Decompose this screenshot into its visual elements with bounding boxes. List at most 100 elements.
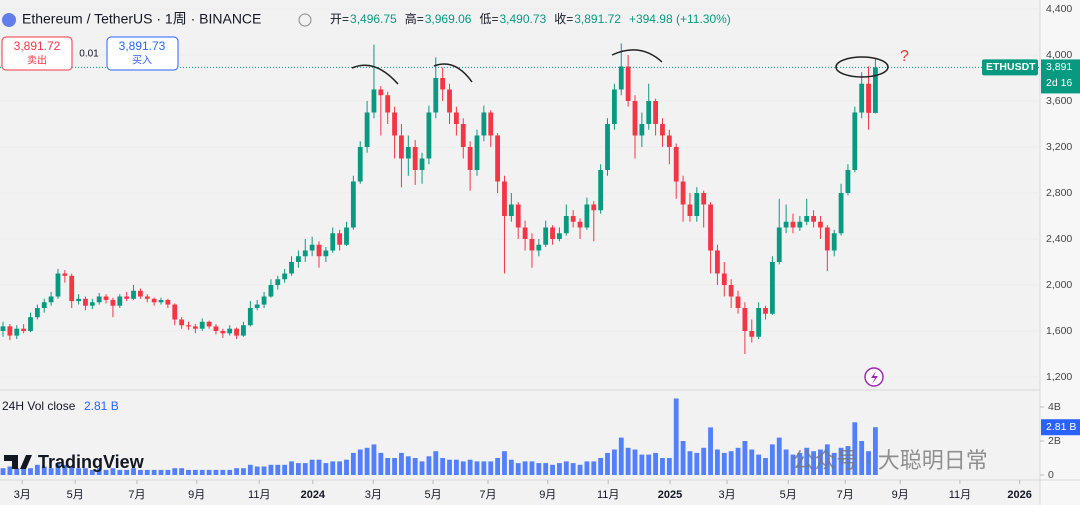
candle-body — [838, 192, 844, 234]
volume-bar — [289, 461, 294, 475]
candle-body — [522, 227, 528, 239]
candle-body — [756, 307, 762, 337]
volume-bar — [797, 452, 803, 475]
x-tick-label: 11月 — [597, 489, 619, 501]
x-tick-label: 9月 — [892, 489, 909, 501]
buy-button[interactable] — [106, 36, 179, 71]
volume-bar — [756, 454, 762, 475]
last-price-box — [1041, 59, 1080, 94]
circle-mark — [835, 56, 889, 78]
candle-body — [831, 233, 837, 251]
volume-bar — [371, 444, 377, 475]
volume-bar — [687, 451, 693, 475]
candle-body — [742, 307, 748, 331]
volume-bar — [76, 468, 81, 475]
volume-bar — [577, 464, 583, 475]
volume-bar — [357, 449, 363, 475]
volume-bar — [701, 447, 707, 475]
candle-body — [447, 89, 452, 113]
x-tick-label: 5月 — [780, 489, 797, 501]
candle-body — [694, 192, 700, 216]
hand-drawn-marks — [351, 49, 889, 85]
candle-body — [412, 146, 418, 170]
volume-bar — [845, 446, 851, 475]
candle-body — [350, 181, 356, 228]
candle-body — [378, 89, 384, 96]
candle-body — [563, 215, 569, 234]
arc — [351, 64, 399, 85]
candle-body — [749, 330, 755, 337]
volume-bar — [508, 459, 514, 475]
volume-bar — [385, 458, 391, 475]
volume-bar — [474, 461, 480, 475]
volume-bar — [598, 458, 604, 475]
candle-body — [570, 215, 576, 222]
volume-title: 24H Vol close — [2, 399, 76, 413]
buy-label: 买入 — [132, 55, 152, 67]
volume-bar — [584, 461, 590, 475]
candle-body — [515, 204, 521, 228]
candle-body — [577, 221, 583, 228]
volume-bar — [515, 463, 521, 475]
volume-bar — [728, 451, 734, 475]
candle-body — [28, 317, 33, 331]
volume-bar — [790, 454, 796, 475]
x-tick-label: 3月 — [14, 489, 31, 501]
candle-body — [769, 261, 775, 314]
candle-body — [172, 304, 178, 320]
volume-bar — [392, 458, 397, 475]
candle-body — [529, 238, 535, 251]
candle-body — [584, 204, 590, 228]
x-tick-label: 7月 — [837, 489, 854, 501]
candle-body — [192, 326, 198, 329]
volume-bar — [735, 447, 741, 475]
candle-body — [76, 298, 81, 302]
x-tick-label: 5月 — [67, 489, 84, 501]
volume-bar — [399, 452, 404, 475]
symbol-tag-box — [982, 59, 1038, 76]
volume-bar — [234, 468, 239, 475]
candle-body — [591, 204, 597, 211]
tradingview-logo: TradingView — [4, 452, 145, 472]
candle-body — [62, 273, 68, 276]
countdown: 2d 16 — [1046, 77, 1072, 89]
volume-bar — [447, 459, 452, 475]
volume-bar — [557, 463, 562, 475]
candle-body — [866, 83, 871, 113]
volume-bar — [28, 468, 33, 475]
volume-bar — [639, 454, 645, 475]
volume-bar — [199, 469, 205, 475]
volume-last-box — [1041, 419, 1080, 436]
volume-bar — [206, 469, 212, 475]
candle-body — [330, 233, 336, 251]
candle-body — [859, 83, 865, 113]
candle-body — [653, 100, 659, 124]
volume-tick-label: 2B — [1048, 435, 1061, 447]
volume-bar — [213, 469, 219, 475]
volume-bar — [165, 469, 171, 475]
volume-value: 2.81 B — [84, 399, 119, 413]
volume-bar — [570, 463, 576, 475]
volume-bar — [866, 451, 871, 475]
candle-body — [818, 221, 823, 228]
x-tick-label: 3月 — [365, 489, 382, 501]
volume-bar — [41, 466, 47, 475]
volume-bar — [241, 468, 246, 475]
volume-bar — [433, 451, 439, 475]
symbol-tag: ETHUSDT — [986, 61, 1036, 73]
volume-bar — [453, 459, 459, 475]
y-tick-label: 2,800 — [1046, 187, 1072, 199]
candle-body — [852, 112, 858, 170]
candle-body — [467, 146, 473, 170]
volume-bar — [55, 463, 61, 475]
y-tick-label: 3,200 — [1046, 141, 1072, 153]
sell-button[interactable] — [1, 36, 73, 71]
volume-bar — [220, 469, 226, 475]
candle-body — [89, 302, 95, 306]
candle-body — [103, 296, 109, 300]
candle-body — [247, 307, 253, 326]
volume-bar — [419, 461, 425, 475]
candle-body — [804, 215, 810, 222]
